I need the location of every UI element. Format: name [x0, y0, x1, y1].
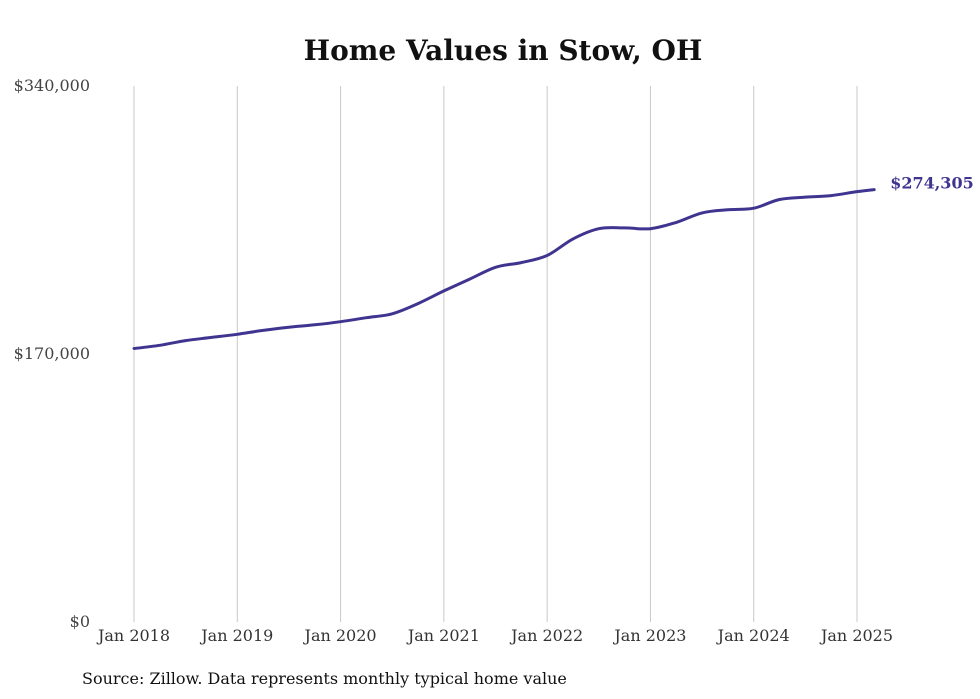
- series-end-label: $274,305: [890, 174, 974, 193]
- y-tick-label: $340,000: [14, 76, 90, 95]
- gridlines: [133, 86, 858, 622]
- x-axis-ticks: Jan 2018 Jan 2019 Jan 2020 Jan 2021 Jan 2022…: [96, 626, 893, 645]
- y-tick-label: $0: [70, 612, 90, 631]
- y-axis-ticks: $0 $170,000 $340,000: [14, 76, 90, 631]
- y-tick-label: $170,000: [14, 344, 90, 363]
- x-tick-label: Jan 2024: [716, 626, 790, 645]
- x-tick-label: Jan 2021: [406, 626, 480, 645]
- x-tick-label: Jan 2022: [509, 626, 583, 645]
- chart-title: Home Values in Stow, OH: [304, 34, 703, 67]
- x-tick-label: Jan 2023: [612, 626, 686, 645]
- source-note: Source: Zillow. Data represents monthly …: [82, 669, 567, 688]
- series-layer: $274,305: [132, 174, 974, 350]
- x-tick-label: Jan 2025: [819, 626, 893, 645]
- series-line: [132, 188, 876, 350]
- x-tick-label: Jan 2020: [303, 626, 377, 645]
- x-tick-label: Jan 2018: [96, 626, 170, 645]
- x-tick-label: Jan 2019: [199, 626, 273, 645]
